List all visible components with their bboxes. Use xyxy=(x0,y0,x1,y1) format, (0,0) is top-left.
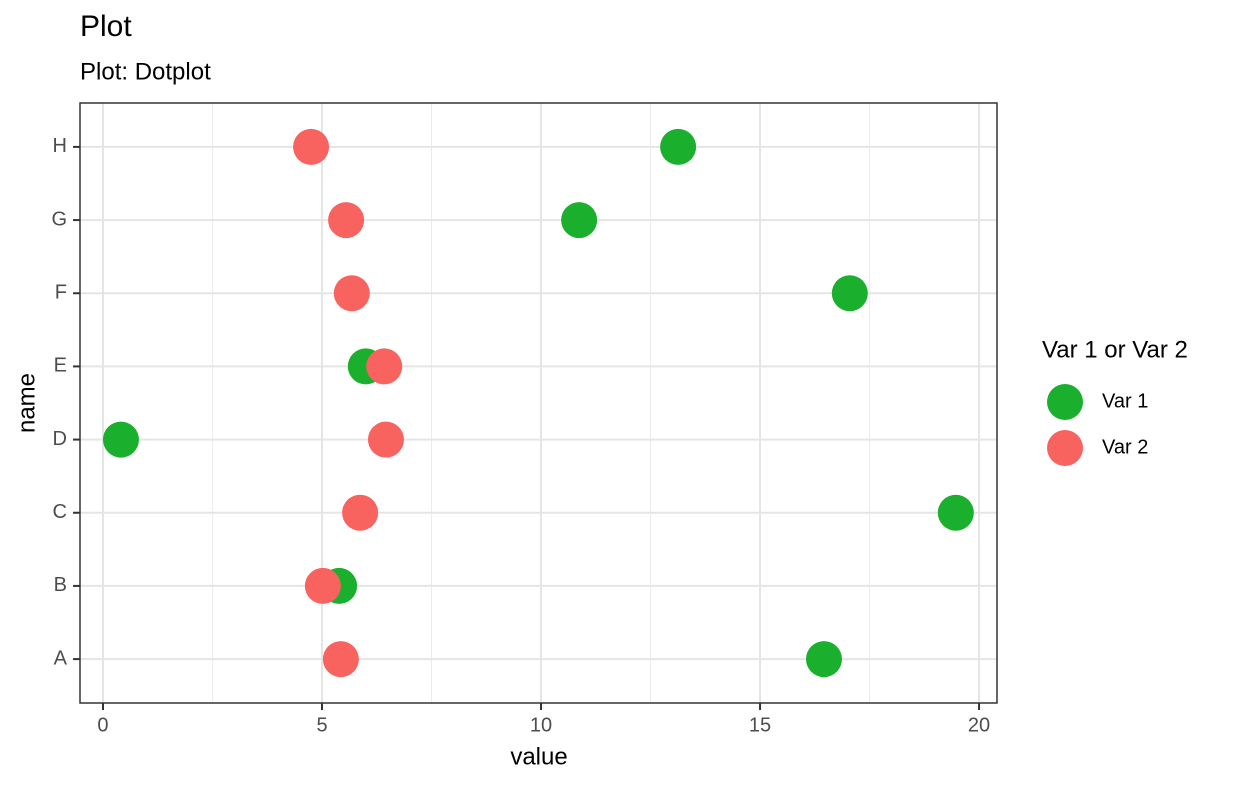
y-tick-label: C xyxy=(53,501,67,523)
chart-title: Plot xyxy=(80,10,132,43)
y-tick-label: B xyxy=(54,574,67,596)
dot xyxy=(322,641,359,678)
dot xyxy=(293,128,330,165)
legend-label: Var 1 xyxy=(1102,390,1148,412)
y-tick-label: F xyxy=(55,282,67,304)
legend-key xyxy=(1047,430,1083,466)
dot xyxy=(342,494,379,531)
legend-label: Var 2 xyxy=(1102,436,1148,458)
y-tick-label: D xyxy=(53,428,67,450)
x-tick-label: 15 xyxy=(749,714,771,736)
y-tick-label: A xyxy=(54,647,68,669)
dot xyxy=(937,494,974,531)
x-tick-label: 10 xyxy=(530,714,552,736)
legend-title: Var 1 or Var 2 xyxy=(1042,336,1188,363)
y-axis-label: name xyxy=(13,373,40,433)
x-tick-label: 5 xyxy=(316,714,327,736)
legend-key xyxy=(1047,384,1083,420)
y-tick-label: E xyxy=(54,355,67,377)
x-tick-label: 20 xyxy=(968,714,990,736)
x-axis-label: value xyxy=(510,743,567,770)
dot xyxy=(366,348,403,385)
y-tick-label: G xyxy=(51,208,67,230)
dot xyxy=(561,202,598,239)
dot xyxy=(831,275,868,312)
x-tick-label: 0 xyxy=(97,714,108,736)
dot xyxy=(328,202,365,239)
panel-border xyxy=(79,102,998,704)
dot xyxy=(660,128,697,165)
dot xyxy=(102,421,139,458)
dot xyxy=(333,275,370,312)
dot xyxy=(367,421,404,458)
y-tick-label: H xyxy=(53,135,67,157)
dot xyxy=(805,641,842,678)
dot xyxy=(304,567,341,604)
chart-subtitle: Plot: Dotplot xyxy=(80,58,211,85)
